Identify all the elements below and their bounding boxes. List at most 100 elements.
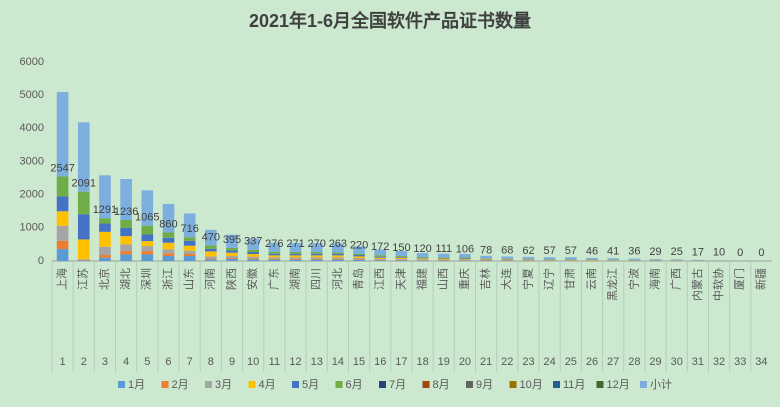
bar-segment xyxy=(437,257,450,259)
x-tick-label: 浙江 xyxy=(161,268,174,290)
x-tick-number: 33 xyxy=(734,356,746,368)
bar-segment xyxy=(607,258,619,260)
x-tick-label: 内蒙古 xyxy=(690,268,704,301)
bar-segment xyxy=(670,259,683,261)
legend-label: 小计 xyxy=(650,378,672,391)
legend-swatch xyxy=(466,381,473,388)
x-tick-number: 10 xyxy=(247,356,259,368)
data-label: 263 xyxy=(329,238,347,250)
bar-segment xyxy=(310,259,323,261)
bar-segment xyxy=(416,257,429,259)
legend-label: 8月 xyxy=(433,379,450,391)
bar-segment xyxy=(56,240,69,250)
bar-segment xyxy=(226,256,238,259)
data-label: 470 xyxy=(202,231,220,243)
bar-segment xyxy=(56,249,69,261)
y-tick-label: 0 xyxy=(38,255,44,267)
bar-segment xyxy=(99,218,111,224)
bar-segment xyxy=(459,259,471,261)
bar-segment xyxy=(247,249,259,253)
data-label: 57 xyxy=(565,245,577,257)
y-tick-label: 1000 xyxy=(20,222,44,234)
bar-segment xyxy=(56,225,69,241)
x-tick-label: 北京 xyxy=(97,268,111,290)
bar-segment xyxy=(120,179,132,221)
x-tick-label: 海南 xyxy=(647,268,661,290)
x-tick-label: 广东 xyxy=(267,268,280,290)
bar-segment xyxy=(56,92,69,177)
bar-segment xyxy=(183,237,196,241)
bar-segment xyxy=(310,255,323,258)
bar-segment xyxy=(205,248,217,252)
x-tick-number: 9 xyxy=(229,356,235,368)
y-tick-label: 2000 xyxy=(20,189,44,201)
bar-segment xyxy=(183,256,196,261)
bar-segment xyxy=(501,256,514,259)
x-tick-label: 新疆 xyxy=(753,268,767,290)
x-tick-label: 广西 xyxy=(670,268,683,290)
bar-segment xyxy=(99,175,111,219)
bar-segment xyxy=(247,254,259,257)
x-tick-number: 30 xyxy=(671,356,683,368)
data-label: 78 xyxy=(480,244,492,256)
bar-segment xyxy=(353,259,365,261)
x-tick-number: 8 xyxy=(208,356,214,368)
x-tick-label: 湖北 xyxy=(119,268,132,290)
bar-segment xyxy=(268,255,281,258)
bar-segment xyxy=(183,213,196,238)
bar-segment xyxy=(543,257,556,260)
chart-title: 2021年1-6月全国软件产品证书数量 xyxy=(249,10,531,31)
x-tick-number: 24 xyxy=(544,356,556,368)
bar-segment xyxy=(374,257,387,260)
bar-segment xyxy=(99,231,111,247)
bar-segment xyxy=(395,260,408,261)
legend-swatch xyxy=(248,381,256,388)
bar-segment xyxy=(332,259,344,261)
x-tick-label: 山西 xyxy=(437,268,450,290)
bar-segment xyxy=(459,258,471,260)
x-tick-label: 福建 xyxy=(414,268,428,290)
legend-swatch xyxy=(292,381,299,388)
x-tick-label: 安徽 xyxy=(245,268,259,290)
legend-swatch xyxy=(640,381,647,388)
bar-segment xyxy=(162,242,175,250)
data-label: 17 xyxy=(692,246,704,258)
y-tick-label: 5000 xyxy=(20,89,44,101)
bar-segment xyxy=(183,245,196,251)
x-tick-label: 宁夏 xyxy=(520,268,534,290)
x-tick-number: 32 xyxy=(713,356,725,368)
bar-segment xyxy=(437,257,450,258)
data-label: 150 xyxy=(392,242,410,254)
data-label: 0 xyxy=(758,247,764,259)
bar-segment xyxy=(205,245,217,249)
bar-segment xyxy=(99,246,111,256)
legend-swatch xyxy=(118,381,125,388)
legend-label: 6月 xyxy=(346,379,363,391)
bar-segment xyxy=(353,260,365,261)
bar-segment xyxy=(120,220,132,228)
bar-segment xyxy=(162,203,175,233)
bar-segment xyxy=(332,243,344,253)
data-label: 0 xyxy=(737,247,743,259)
bar-segment xyxy=(395,259,408,261)
bar-segment xyxy=(459,257,471,259)
x-tick-number: 26 xyxy=(586,356,598,368)
x-tick-number: 27 xyxy=(607,356,619,368)
bar-segment xyxy=(205,259,217,261)
bar-segment xyxy=(99,223,111,232)
data-label: 57 xyxy=(544,245,556,257)
bar-segment xyxy=(141,234,154,242)
data-label: 46 xyxy=(586,245,598,257)
bar-segment xyxy=(247,252,259,255)
x-tick-number: 34 xyxy=(755,356,767,368)
bar-segment xyxy=(437,253,450,258)
legend-label: 5月 xyxy=(302,379,319,391)
bar-segment xyxy=(120,251,132,255)
bar-segment xyxy=(205,229,217,246)
x-tick-number: 14 xyxy=(332,356,344,368)
legend-swatch xyxy=(161,381,169,388)
bar-segment xyxy=(692,259,704,261)
data-label: 2091 xyxy=(72,178,96,190)
y-tick-label: 6000 xyxy=(20,56,44,68)
